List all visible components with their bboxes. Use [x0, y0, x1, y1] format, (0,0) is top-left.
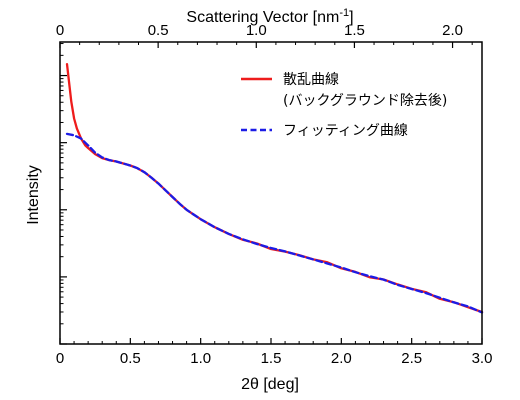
top-tick-label: 0.5	[148, 22, 169, 39]
x-tick-label: 1.0	[190, 350, 211, 367]
top-tick-label: 1.5	[344, 22, 365, 39]
plot-frame	[59, 41, 483, 345]
x-tick-label: 2.5	[401, 350, 422, 367]
top-axis-title: Scattering Vector [nm-1]	[186, 7, 353, 26]
legend-label-fitting: フィッティング曲線	[283, 123, 408, 139]
y-axis-title: Intensity	[25, 165, 42, 225]
top-tick-label: 1.0	[246, 22, 267, 39]
x-tick-label: 2.0	[331, 350, 352, 367]
x-axis-title: 2θ [deg]	[241, 376, 299, 393]
legend-label-scattering-line1: 散乱曲線	[283, 72, 339, 88]
legend-label-scattering-line2: (バックグラウンド除去後)	[283, 93, 447, 109]
series-fitting-curve	[65, 132, 484, 314]
x-tick-label: 3.0	[472, 350, 493, 367]
x-tick-label: 1.5	[261, 350, 282, 367]
series-layer	[65, 62, 484, 314]
x-tick-label: 0.5	[120, 350, 141, 367]
x-tick-label: 0	[56, 350, 64, 367]
top-tick-label: 0	[56, 22, 64, 39]
legend: 散乱曲線 (バックグラウンド除去後) フィッティング曲線	[241, 72, 447, 139]
ticks-layer: 0 0.5 1.0 1.5 2.0 2.5 3.0 0 0.5 1.0 1.5 2.0	[56, 22, 493, 367]
top-tick-label: 2.0	[442, 22, 463, 39]
